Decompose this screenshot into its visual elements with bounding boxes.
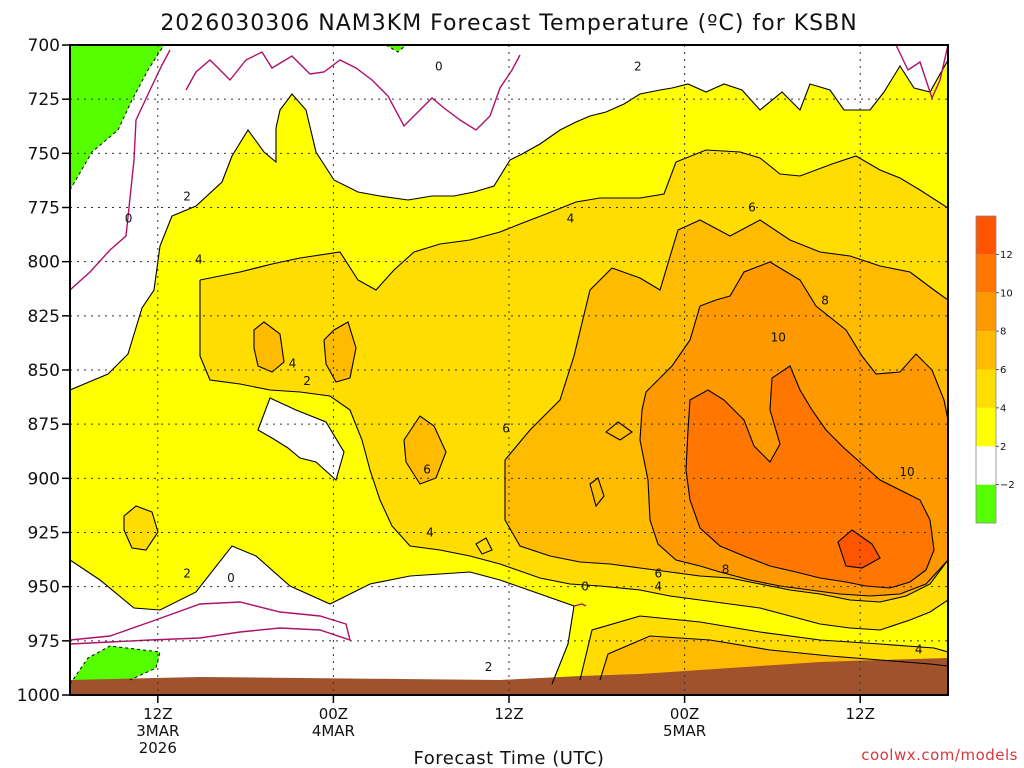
- colorbar-swatch: [976, 216, 996, 255]
- contour-label: 0: [125, 211, 133, 225]
- colorbar-label: 6: [1000, 365, 1006, 376]
- contour-label: 6: [654, 567, 662, 581]
- contour-label: 4: [915, 643, 923, 657]
- contour-label: 2: [485, 660, 493, 674]
- contour-label: 6: [502, 422, 510, 436]
- y-tick-label: 700: [28, 36, 60, 56]
- fill-below-minus2-bottomleft: [70, 646, 160, 684]
- contour-label: 4: [654, 580, 662, 594]
- x-axis-label: Forecast Time (UTC): [414, 748, 605, 768]
- colorbar: −2 2 4 6 8 10 12: [975, 215, 1015, 524]
- fill-10-to-12: [686, 366, 934, 588]
- x-tick-label: 4MAR: [312, 722, 355, 740]
- contour-lines: [70, 59, 948, 685]
- colorbar-label: 12: [1000, 250, 1013, 261]
- ground-surface: [70, 658, 948, 695]
- colorbar-label: −2: [1000, 480, 1015, 491]
- fill-minus2-to-2-lower: [70, 546, 574, 684]
- contour-label: 4: [567, 211, 575, 225]
- y-tick-label: 825: [28, 307, 60, 327]
- y-tick-label: 800: [28, 253, 60, 273]
- y-tick-label: 875: [28, 415, 60, 435]
- x-tick-label: 00Z: [319, 705, 348, 723]
- colorbar-swatch: [976, 369, 996, 408]
- fill-below-minus2-topleft: [70, 45, 164, 190]
- y-tick-label: 925: [28, 524, 60, 544]
- contour-label: 8: [821, 294, 829, 308]
- chart-title: 2026030306 NAM3KM Forecast Temperature (…: [160, 11, 857, 36]
- contour-label: 0: [435, 60, 443, 74]
- x-tick-label: 12Z: [494, 705, 523, 723]
- contour-label: 4: [289, 357, 297, 371]
- x-tick-label: 5MAR: [663, 722, 706, 740]
- contour-label: 6: [423, 463, 431, 477]
- fill-6-to-8-island-a: [404, 416, 446, 484]
- y-tick-label: 775: [28, 199, 60, 219]
- x-tick-label: 3MAR: [136, 722, 179, 740]
- colorbar-label: 8: [1000, 327, 1006, 338]
- colorbar-label: 2: [1000, 442, 1006, 453]
- contour-label: 6: [748, 201, 756, 215]
- contour-label: 4: [426, 526, 434, 540]
- contour-label: 10: [771, 331, 786, 345]
- contour-label: 0: [227, 571, 235, 585]
- x-tick-label: 12Z: [143, 705, 172, 723]
- plot-area: [70, 45, 948, 695]
- fill-12-to-14: [838, 530, 880, 568]
- y-tick-label: 1000: [17, 686, 60, 706]
- y-axis: 700 725 750 775 800 825 850 875 900 925 950 975 1000: [17, 36, 70, 706]
- y-tick-label: 950: [28, 578, 60, 598]
- y-tick-label: 725: [28, 90, 60, 110]
- y-tick-label: 900: [28, 469, 60, 489]
- contour-label: 10: [899, 465, 914, 479]
- contour-label: 2: [183, 190, 191, 204]
- y-tick-label: 975: [28, 632, 60, 652]
- contour-label: 2: [634, 60, 642, 74]
- colorbar-label: 10: [1000, 288, 1013, 299]
- minus2-lines: [70, 45, 407, 685]
- contour-label: 4: [195, 253, 203, 267]
- fill-6-to-8-island-c: [324, 322, 356, 382]
- fill-6-to-8-island-b: [254, 322, 284, 372]
- y-tick-label: 750: [28, 144, 60, 164]
- contour-label: 0: [581, 580, 589, 594]
- contour-label: 2: [183, 567, 191, 581]
- colorbar-swatch: [976, 407, 996, 447]
- x-tick-label: 12Z: [846, 705, 875, 723]
- credit-text: coolwx.com/models: [861, 746, 1018, 764]
- colorbar-swatch: [976, 292, 996, 332]
- colorbar-swatch: [976, 331, 996, 370]
- contour-label: 2: [303, 374, 311, 388]
- fill-4-to-6-blob: [124, 506, 158, 550]
- fill-minus2-to-2-upper: [70, 45, 948, 390]
- colorbar-label: 4: [1000, 403, 1006, 414]
- colorbar-swatch: [976, 484, 996, 523]
- fill-minus2-to-2-pocket: [258, 398, 344, 480]
- x-tick-label: 2026: [139, 739, 177, 757]
- colorbar-swatch: [976, 254, 996, 293]
- colorbar-swatch: [976, 446, 996, 485]
- fill-below-minus2-topbit: [386, 45, 406, 52]
- x-tick-label: 00Z: [670, 705, 699, 723]
- contour-label: 8: [722, 562, 730, 576]
- y-tick-label: 850: [28, 361, 60, 381]
